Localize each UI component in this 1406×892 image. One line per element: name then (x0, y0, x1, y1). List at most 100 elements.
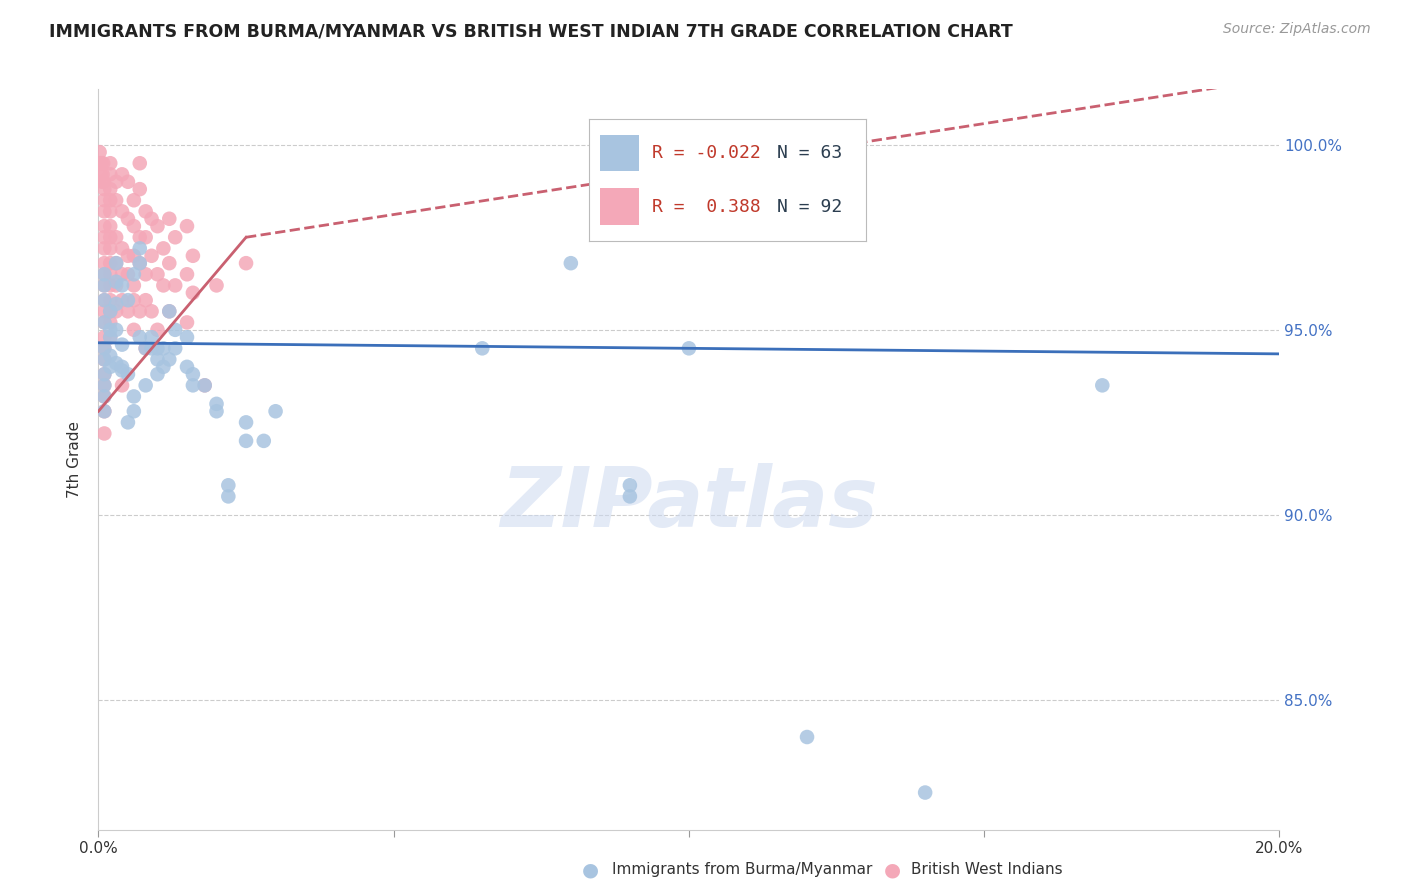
Point (146, 323, 169, 337)
Point (619, 489, 641, 503)
Point (128, 256, 150, 270)
Point (1091, 378, 1114, 392)
Point (152, 341, 174, 355)
Point (98, 315, 121, 329)
Point (93, 404, 115, 418)
Point (181, 378, 204, 392)
Point (111, 293, 134, 308)
Point (93, 230, 115, 244)
Point (93, 278, 115, 293)
Point (93, 378, 115, 392)
Point (93, 175, 115, 189)
Point (176, 315, 198, 329)
Text: ZIPatlas: ZIPatlas (501, 463, 877, 544)
Point (93, 352, 115, 367)
Point (128, 241, 150, 255)
Point (98, 304, 121, 318)
Point (914, 785, 936, 799)
Point (122, 323, 145, 337)
Point (194, 378, 217, 392)
Point (93, 219, 115, 234)
Point (98, 293, 121, 308)
Point (560, 256, 582, 270)
Point (117, 249, 139, 263)
Point (98, 182, 121, 196)
Point (91, 175, 114, 189)
Point (93, 426, 115, 441)
Point (91, 156, 114, 170)
Point (619, 478, 641, 492)
Point (111, 337, 134, 351)
Point (128, 330, 150, 344)
Point (93, 341, 115, 355)
Point (117, 304, 139, 318)
Text: IMMIGRANTS FROM BURMA/MYANMAR VS BRITISH WEST INDIAN 7TH GRADE CORRELATION CHART: IMMIGRANTS FROM BURMA/MYANMAR VS BRITISH… (49, 22, 1012, 40)
Point (235, 434, 257, 448)
Point (128, 304, 150, 318)
Point (98, 156, 121, 170)
Point (98, 230, 121, 244)
Point (135, 293, 157, 308)
Point (105, 304, 128, 318)
Point (122, 293, 145, 308)
Point (93, 315, 115, 329)
Point (157, 352, 180, 367)
Point (93, 241, 115, 255)
Point (176, 330, 198, 344)
Point (194, 378, 217, 392)
Point (141, 304, 163, 318)
Point (146, 268, 169, 282)
Point (176, 359, 198, 374)
Point (165, 278, 187, 293)
Point (217, 478, 239, 492)
Point (135, 230, 157, 244)
Point (152, 359, 174, 374)
Point (117, 293, 139, 308)
Point (165, 230, 187, 244)
Point (117, 415, 139, 429)
Point (264, 404, 287, 418)
Point (105, 175, 128, 189)
Text: Immigrants from Burma/Myanmar: Immigrants from Burma/Myanmar (612, 863, 872, 877)
Text: ●: ● (582, 860, 599, 880)
Point (93, 293, 115, 308)
Point (105, 278, 128, 293)
Point (98, 268, 121, 282)
Point (176, 268, 198, 282)
Point (93, 404, 115, 418)
Point (105, 275, 128, 289)
Point (157, 256, 180, 270)
Point (135, 341, 157, 355)
Point (181, 249, 204, 263)
Point (217, 489, 239, 503)
Point (93, 315, 115, 329)
Point (141, 341, 163, 355)
Point (90, 156, 112, 170)
Point (157, 211, 180, 226)
Point (135, 204, 157, 219)
Point (105, 230, 128, 244)
Point (90, 167, 112, 181)
Point (122, 389, 145, 403)
Text: ●: ● (884, 860, 901, 880)
Point (181, 285, 204, 300)
Point (93, 182, 115, 196)
Y-axis label: 7th Grade: 7th Grade (67, 421, 83, 498)
Point (152, 241, 174, 255)
Point (165, 341, 187, 355)
Point (678, 341, 700, 355)
Point (111, 378, 134, 392)
Point (176, 219, 198, 234)
Point (122, 193, 145, 207)
Point (235, 256, 257, 270)
Point (471, 341, 494, 355)
Point (105, 356, 128, 370)
Point (98, 330, 121, 344)
Point (98, 359, 121, 374)
Point (93, 368, 115, 382)
Point (93, 256, 115, 270)
Point (98, 193, 121, 207)
Point (253, 434, 276, 448)
Point (135, 341, 157, 355)
Point (157, 304, 180, 318)
